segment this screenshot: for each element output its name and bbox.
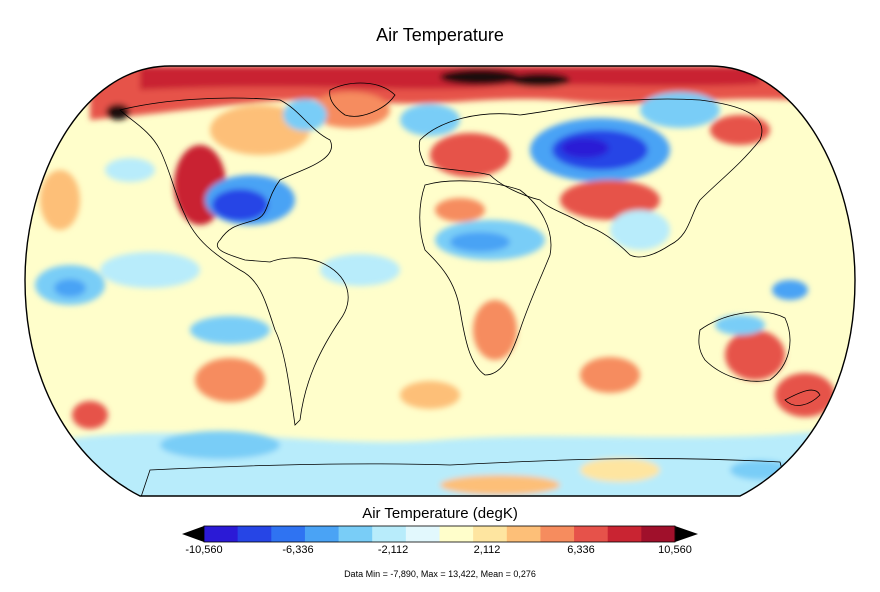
- field-extreme-2: [510, 73, 570, 87]
- field-na-east-cold: [212, 189, 268, 221]
- data-stats: Data Min = -7,890, Max = 13,422, Mean = …: [344, 569, 536, 579]
- field-sahara-colder: [450, 232, 510, 252]
- field-spacific-warm: [195, 358, 265, 402]
- coast-nz: [784, 389, 821, 406]
- field-png-cool: [772, 280, 808, 300]
- field-npacific-warm: [40, 170, 80, 230]
- field-india-cool: [610, 210, 670, 250]
- field-antarctic-warm-2: [440, 475, 560, 495]
- field-siberia-coldest: [561, 138, 609, 158]
- colorbar-cell: [473, 526, 508, 542]
- field-nz-warm: [775, 373, 835, 417]
- field-indian-warm: [580, 357, 640, 393]
- field-npacific-cool: [105, 158, 155, 182]
- colorbar-low-arrow: [182, 526, 204, 542]
- tick-label: -6,336: [282, 544, 314, 556]
- colorbar-cell: [641, 526, 676, 542]
- colorbar-cell: [439, 526, 474, 542]
- field-asia-warm: [560, 180, 660, 220]
- colorbar-cell: [574, 526, 609, 542]
- tick-label: 10,560: [658, 544, 692, 556]
- colorbar-high-arrow: [675, 526, 698, 542]
- colorbar-cell: [372, 526, 407, 542]
- tick-label: 6,336: [567, 544, 595, 556]
- tick-label: -10,560: [185, 544, 223, 556]
- colorbar-cell: [506, 526, 541, 542]
- coast-eurasia: [418, 98, 763, 258]
- coastlines: [119, 82, 821, 496]
- field-norway-cool: [400, 104, 460, 136]
- field-australia-cool: [715, 315, 765, 335]
- field-east-siberia-cool: [640, 92, 720, 128]
- colorbar-cell: [204, 526, 239, 542]
- field-extreme-1: [440, 69, 520, 85]
- field-australia-warm: [725, 330, 785, 380]
- field-europe-warm: [430, 133, 510, 177]
- colorbar-frame: [203, 525, 676, 543]
- field-baffin-cool: [283, 99, 327, 131]
- tick-label: -2,112: [377, 544, 409, 556]
- globe-outline: [24, 65, 856, 497]
- coast-australia: [698, 311, 791, 382]
- field-antarctic-warm: [580, 458, 660, 482]
- field-sw-pacific-warm: [72, 401, 108, 429]
- colorbar-cell: [338, 526, 373, 542]
- field-safrica-warm: [473, 300, 517, 360]
- field-atlantic-cool: [320, 254, 400, 286]
- colorbar: [182, 525, 698, 543]
- coast-antarctica: [139, 458, 791, 496]
- map-title: Air Temperature: [376, 25, 504, 45]
- colorbar-cell: [607, 526, 642, 542]
- coast-africa: [419, 180, 552, 376]
- field-pacific-cold-1: [54, 279, 86, 297]
- colorbar-cell: [271, 526, 306, 542]
- field-kamchatka-warm: [710, 115, 770, 145]
- field-greenland-warm: [310, 92, 390, 128]
- field-nafrica-warm: [435, 198, 485, 222]
- field-satlantic-warm: [400, 381, 460, 409]
- coast-americas: [119, 97, 349, 426]
- field-pacific-cool-2: [100, 252, 200, 288]
- coast-greenland: [329, 82, 396, 117]
- colorbar-cell: [237, 526, 272, 542]
- colorbar-cell: [304, 526, 340, 542]
- colorbar-cell: [405, 526, 440, 542]
- field-extreme-3: [106, 104, 130, 120]
- field-spacific-cool: [190, 316, 270, 344]
- field-so-cool-2: [730, 460, 790, 480]
- legend-title: Air Temperature (degK): [362, 505, 518, 522]
- tick-label: 2,112: [473, 544, 501, 556]
- field-so-cool-1: [160, 431, 280, 459]
- colorbar-cell: [540, 526, 575, 542]
